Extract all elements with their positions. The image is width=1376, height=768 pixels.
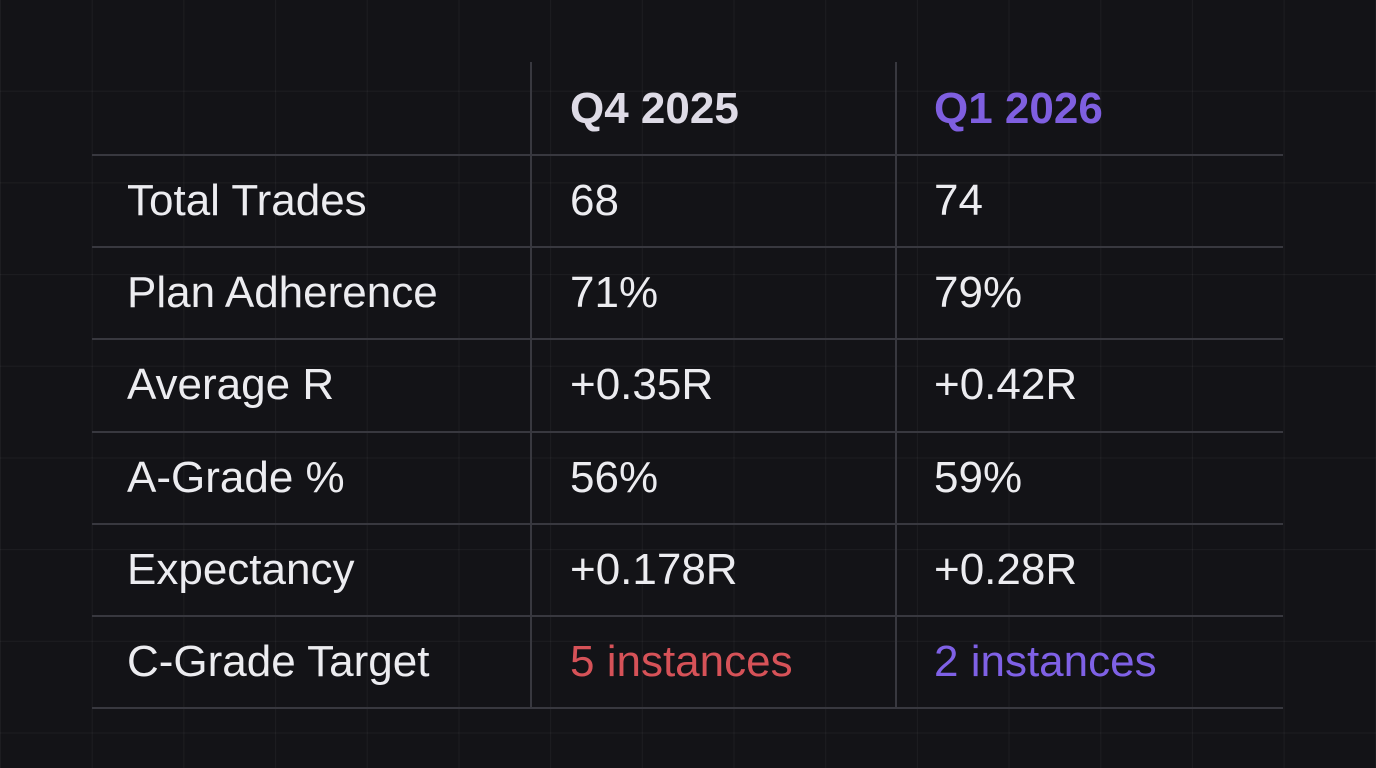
row-divider: [92, 615, 1283, 617]
column-divider: [895, 62, 897, 708]
cell-value: 5 instances: [570, 637, 793, 686]
row-divider: [92, 522, 1283, 525]
row-label: C-Grade Target: [127, 637, 430, 686]
cell-value: 79%: [934, 268, 1023, 318]
cell-value: 74: [934, 176, 983, 225]
column-divider: [530, 62, 532, 708]
row-label: A-Grade %: [127, 452, 345, 502]
row-label: Expectancy: [127, 544, 355, 594]
row-divider: [92, 707, 1283, 710]
cell-value: 56%: [570, 452, 659, 502]
cell-value: 59%: [934, 452, 1023, 502]
cell-value: +0.178R: [570, 544, 738, 594]
cell-value: +0.35R: [570, 360, 714, 410]
column-header: Q4 2025: [570, 84, 739, 133]
cell-value: +0.28R: [934, 544, 1078, 594]
cell-value: 68: [570, 176, 619, 225]
row-label: Total Trades: [127, 176, 367, 225]
row-divider: [92, 154, 1283, 156]
cell-value: 2 instances: [934, 637, 1157, 686]
cell-value: +0.42R: [934, 360, 1078, 410]
row-divider: [92, 246, 1283, 249]
column-header: Q1 2026: [934, 84, 1103, 133]
cell-value: 71%: [570, 268, 659, 318]
row-label: Plan Adherence: [127, 268, 438, 318]
row-divider: [92, 338, 1283, 341]
row-divider: [92, 430, 1283, 433]
row-label: Average R: [127, 360, 335, 410]
